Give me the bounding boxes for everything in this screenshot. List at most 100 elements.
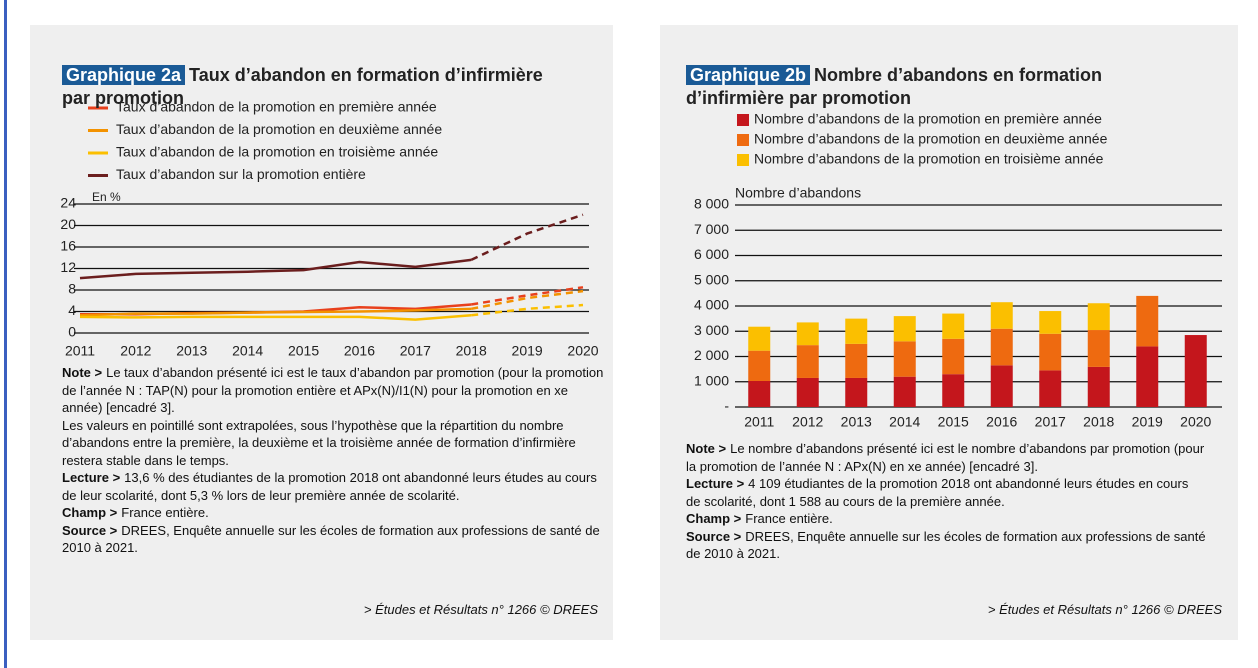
note: Note > Le nombre d’abandons présenté ici … [686,440,1206,475]
bar-segment [1087,330,1110,367]
x-tick-label: 2011 [744,414,774,430]
x-tick-label: 2020 [1180,414,1211,430]
note-text: France entière. [121,505,209,520]
x-tick-label: 2012 [120,343,151,359]
legend-label: Taux d’abandon de la promotion en premiè… [116,99,437,115]
legend-swatch [737,134,749,146]
legend-label: Nombre d’abandons de la promotion en pre… [754,111,1102,127]
y-tick-label: 4 [68,302,76,318]
bar-segment [1087,366,1110,407]
note-label: Champ > [62,505,118,520]
x-tick-label: 2015 [288,343,319,359]
x-tick-label: 2018 [1083,414,1114,430]
y-axis-label: En % [92,190,121,204]
y-tick-label: 5 000 [694,271,729,287]
note-label: Note > [62,365,103,380]
bar-segment [893,376,916,407]
y-tick-label: 24 [60,195,76,211]
chart-title: Graphique 2a Taux d’abandon en formation … [62,64,552,110]
series-line [79,258,472,280]
note: Lecture >4 109 étudiantes de la promotio… [686,475,1206,510]
legend-label: Taux d’abandon de la promotion en troisi… [116,144,438,160]
legend-label: Taux d’abandon de la promotion en deuxiè… [116,121,442,137]
bar-segment [1087,303,1110,331]
x-tick-label: 2017 [1035,414,1066,430]
note: Source > DREES, Enquête annuelle sur les … [62,522,607,557]
bar-segment [1039,333,1062,371]
x-tick-label: 2015 [938,414,969,430]
y-tick-label: 1 000 [694,372,729,388]
note-label: Source > [686,528,742,544]
note: Note > Le taux d’abandon présenté ici est… [62,364,607,417]
x-tick-label: 2020 [567,343,598,359]
x-tick-label: 2014 [232,343,263,359]
bar-segment [845,377,868,407]
note-text: DREES, Enquête annuelle sur les écoles d… [686,528,1206,562]
y-tick-label: 20 [60,216,76,232]
y-tick-label: 6 000 [694,246,729,262]
note: Les valeurs en pointillé sont extrapolée… [62,417,607,470]
x-tick-label: 2016 [344,343,375,359]
x-tick-label: 2017 [400,343,431,359]
y-tick-label: 0 [68,324,76,340]
bar-segment [942,338,965,375]
note-text: DREES, Enquête annuelle sur les écoles d… [62,522,600,556]
y-tick-label: 8 000 [694,196,729,212]
notes: Note > Le taux d’abandon présenté ici est… [62,364,607,557]
note-text: 4 109 étudiantes de la promotion 2018 on… [686,476,1189,509]
legend-label: Taux d’abandon sur la promotion entière [116,166,366,182]
y-tick-label: 4 000 [694,297,729,313]
note-label: Champ > [686,511,742,526]
extrapolated-line [471,286,584,306]
extrapolated-line [470,213,584,262]
y-tick-label: 7 000 [694,221,729,237]
chart-title-text: Taux d’abandon en formation d’infirmière… [62,65,543,108]
bar-segment [1039,370,1062,407]
bar-segment [990,328,1013,366]
legend-label: Nombre d’abandons de la promotion en deu… [754,131,1108,147]
chart-title-text: Nombre d’abandons en formation d’infirmi… [686,65,1103,108]
series-line [79,314,472,321]
credit: > Études et Résultats n° 1266 © DREES [987,602,1222,617]
note: Source > DREES, Enquête annuelle sur les … [686,528,1206,563]
note: Lecture >13,6 % des étudiantes de la pro… [62,469,607,504]
notes: Note > Le nombre d’abandons présenté ici … [686,440,1206,563]
bar-segment [796,322,819,346]
bar-segment [1184,335,1207,407]
note-label: Note > [686,441,727,456]
bar-segment [942,313,965,339]
note-text: Le taux d’abandon présenté ici est le ta… [62,365,604,415]
y-tick-label: 16 [60,238,76,254]
bar-segment [893,341,916,377]
bar-segment [748,326,771,351]
x-tick-label: 2019 [1132,414,1163,430]
y-tick-label: 3 000 [694,322,729,338]
bar-segment [942,374,965,407]
edge-bar [4,0,7,668]
y-tick-label: 12 [60,259,76,275]
chart-title: Graphique 2b Nombre d’abandons en formati… [686,64,1186,110]
bar-segment [1136,346,1159,407]
note-label: Lecture > [686,476,745,491]
x-tick-label: 2011 [65,343,95,359]
series-line [79,307,472,317]
y-tick-label: 8 [68,281,76,297]
bar-segment [990,365,1013,407]
note-label: Source > [62,522,118,538]
chart-tag: Graphique 2a [62,65,186,85]
y-tick-label: - [724,398,729,414]
credit: > Études et Résultats n° 1266 © DREES [363,602,598,617]
bar-segment [893,316,916,342]
bar-segment [1039,311,1062,334]
bar-segment [1136,295,1159,347]
x-tick-label: 2016 [986,414,1017,430]
x-tick-label: 2018 [456,343,487,359]
extrapolated-line [470,289,584,311]
note-label: Lecture > [62,470,121,485]
bar-segment [990,302,1013,329]
bar-segment [748,380,771,407]
bar-segment [748,350,771,381]
chart-tag: Graphique 2b [686,65,811,85]
